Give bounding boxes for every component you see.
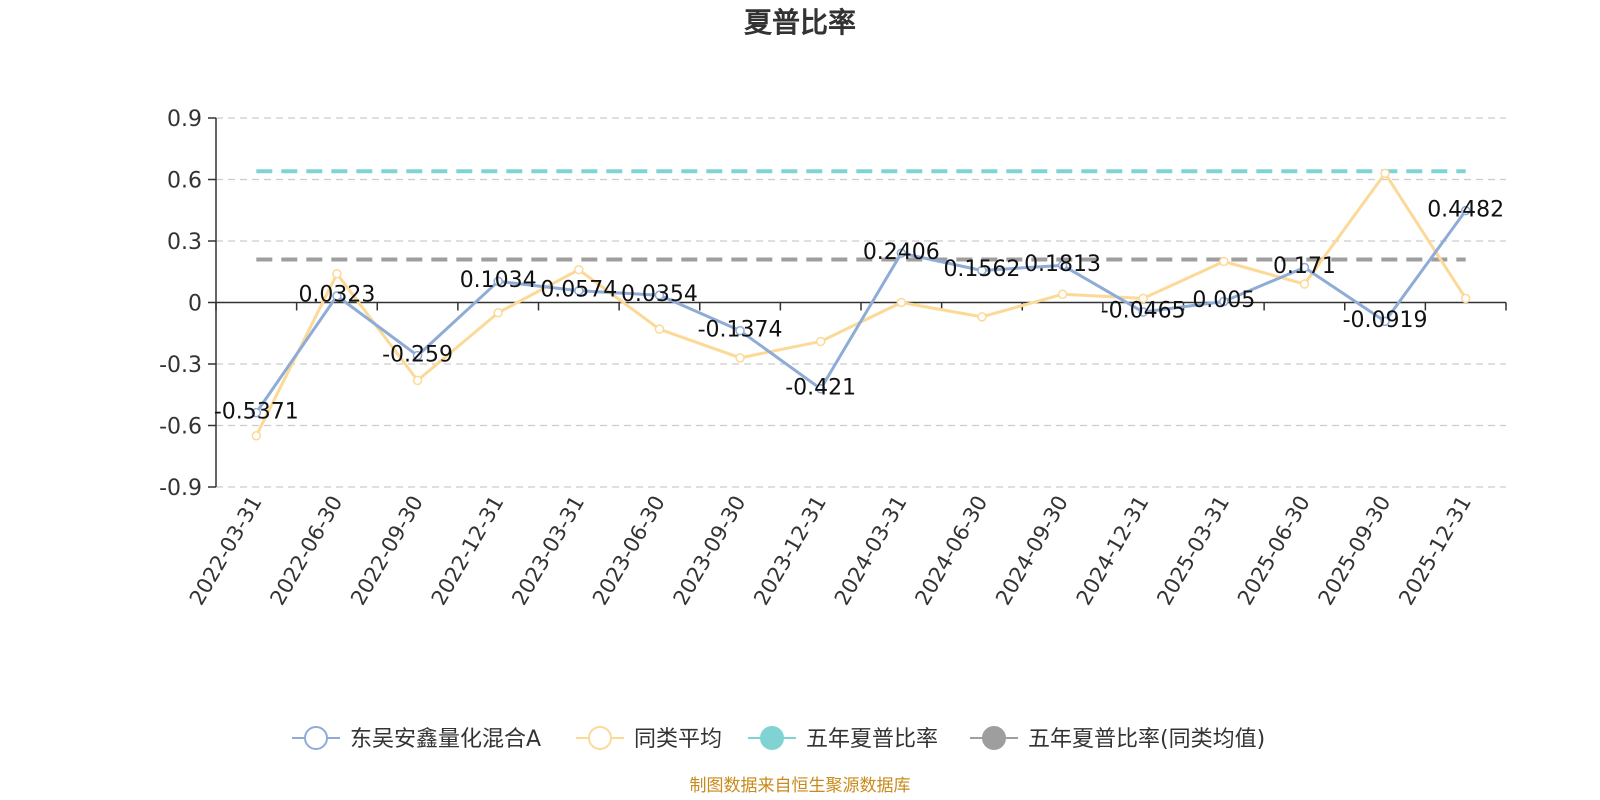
category-avg-point[interactable]	[896, 297, 907, 308]
y-tick-label: -0.6	[159, 415, 202, 440]
legend-marker-icon	[982, 726, 1006, 750]
reference-lines	[256, 169, 1466, 262]
chart-title: 夏普比率	[744, 6, 856, 39]
fund-data-label: 0.0574	[540, 277, 617, 302]
y-tick-label: -0.3	[159, 353, 202, 378]
category-avg-point[interactable]	[1460, 293, 1471, 304]
fund-point[interactable]	[574, 285, 584, 296]
legend-marker-icon	[304, 726, 328, 750]
fund-point[interactable]	[1299, 262, 1310, 273]
legend-item-five-year-avg[interactable]: 五年夏普比率(同类均值)	[970, 726, 1265, 752]
legend-label: 东吴安鑫量化混合A	[350, 727, 541, 752]
category-avg-point[interactable]	[493, 308, 503, 318]
category-avg-point[interactable]	[735, 353, 745, 363]
fund-data-label: 0.1813	[1024, 252, 1101, 277]
x-tick-label: 2025-12-31	[1394, 492, 1476, 610]
x-tick-label: 2023-03-31	[507, 492, 589, 610]
x-tick-label: 2022-12-31	[427, 492, 509, 610]
fund-point[interactable]	[1460, 205, 1471, 216]
legend-item-five-year[interactable]: 五年夏普比率	[748, 726, 938, 752]
category-avg-point[interactable]	[1219, 256, 1229, 267]
fund-point[interactable]	[815, 384, 826, 394]
legend-marker-icon	[588, 726, 612, 750]
y-tick-label: 0.9	[167, 107, 202, 132]
fund-data-label: 0.4482	[1427, 197, 1504, 222]
fund-point[interactable]	[332, 291, 342, 301]
x-tick-label: 2025-09-30	[1314, 492, 1396, 610]
y-tick-label: 0	[188, 292, 202, 317]
y-tick-label: -0.9	[159, 476, 202, 501]
source-note: 制图数据来自恒生聚源数据库	[690, 776, 911, 796]
category-avg-point[interactable]	[332, 269, 342, 279]
x-tick-label: 2023-06-30	[588, 492, 670, 610]
fund-data-label: 0.2406	[863, 240, 940, 265]
category-avg-point[interactable]	[1138, 293, 1148, 304]
fund-point[interactable]	[896, 248, 907, 258]
fund-point[interactable]	[1380, 316, 1390, 327]
fund-data-label: -0.0919	[1343, 308, 1428, 333]
fund-point[interactable]	[412, 350, 423, 361]
fund-data-label: 0.005	[1192, 288, 1255, 313]
fund-data-label: -0.259	[382, 342, 453, 367]
legend-label: 五年夏普比率	[806, 727, 938, 752]
fund-point[interactable]	[977, 265, 987, 276]
fund-data-label: 0.1562	[943, 257, 1020, 282]
x-tick-label: 2025-03-31	[1152, 492, 1234, 610]
legend-item-fund[interactable]: 东吴安鑫量化混合A	[292, 726, 541, 752]
category-avg-point[interactable]	[654, 324, 665, 334]
series-layer	[251, 168, 1471, 441]
y-tick-label: 0.6	[167, 169, 202, 194]
fund-point[interactable]	[1219, 296, 1229, 307]
fund-point[interactable]	[1138, 307, 1148, 317]
category-avg-point[interactable]	[977, 312, 987, 322]
x-tick-label: 2022-06-30	[265, 492, 347, 610]
x-tick-label: 2024-09-30	[991, 492, 1073, 610]
x-tick-label: 2024-03-31	[830, 492, 912, 610]
x-tick-label: 2023-12-31	[749, 492, 831, 610]
fund-data-label: 0.1034	[460, 268, 537, 293]
x-tick-label: 2024-12-31	[1072, 492, 1154, 610]
fund-series-line	[255, 209, 1467, 414]
fund-data-label: 0.171	[1273, 254, 1336, 279]
category-avg-point[interactable]	[1380, 168, 1390, 179]
fund-point[interactable]	[251, 407, 262, 418]
x-tick-label: 2022-03-31	[185, 492, 267, 610]
fund-point[interactable]	[735, 325, 745, 336]
legend-label: 同类平均	[634, 727, 722, 752]
fund-point[interactable]	[493, 276, 503, 287]
category-avg-point[interactable]	[815, 336, 826, 347]
fund-data-label: 0.0323	[298, 283, 375, 308]
axis-layer: 0.9 0.6 0.3 0 -0.3 -0.6 -0.92022-03-312022-06-…	[159, 107, 1507, 610]
legend-item-category-avg[interactable]: 同类平均	[576, 726, 722, 752]
category-avg-point[interactable]	[574, 264, 584, 275]
legend-label: 五年夏普比率(同类均值)	[1028, 727, 1265, 752]
x-tick-label: 2025-06-30	[1233, 492, 1315, 610]
fund-point[interactable]	[654, 290, 665, 300]
grid-layer	[216, 117, 1506, 488]
category-avg-point[interactable]	[251, 431, 262, 441]
fund-data-label: 0.0354	[621, 282, 698, 307]
category-avg-point[interactable]	[1057, 289, 1068, 300]
category-avg-point[interactable]	[1299, 279, 1310, 289]
legend[interactable]: 东吴安鑫量化混合A 同类平均 五年夏普比率 五年夏普比率(同类均值)	[292, 726, 1265, 752]
fund-data-label: -0.421	[785, 376, 856, 401]
x-tick-label: 2023-09-30	[669, 492, 751, 610]
legend-marker-icon	[760, 726, 784, 750]
fund-data-label: -0.0465	[1101, 299, 1186, 324]
y-tick-label: 0.3	[167, 230, 202, 255]
x-tick-label: 2022-09-30	[346, 492, 428, 610]
category-avg-point[interactable]	[412, 375, 423, 386]
x-tick-label: 2024-06-30	[910, 492, 992, 610]
fund-point[interactable]	[1057, 260, 1068, 271]
fund-data-label: -0.5371	[214, 399, 299, 424]
fund-data-label: -0.1374	[698, 317, 783, 342]
